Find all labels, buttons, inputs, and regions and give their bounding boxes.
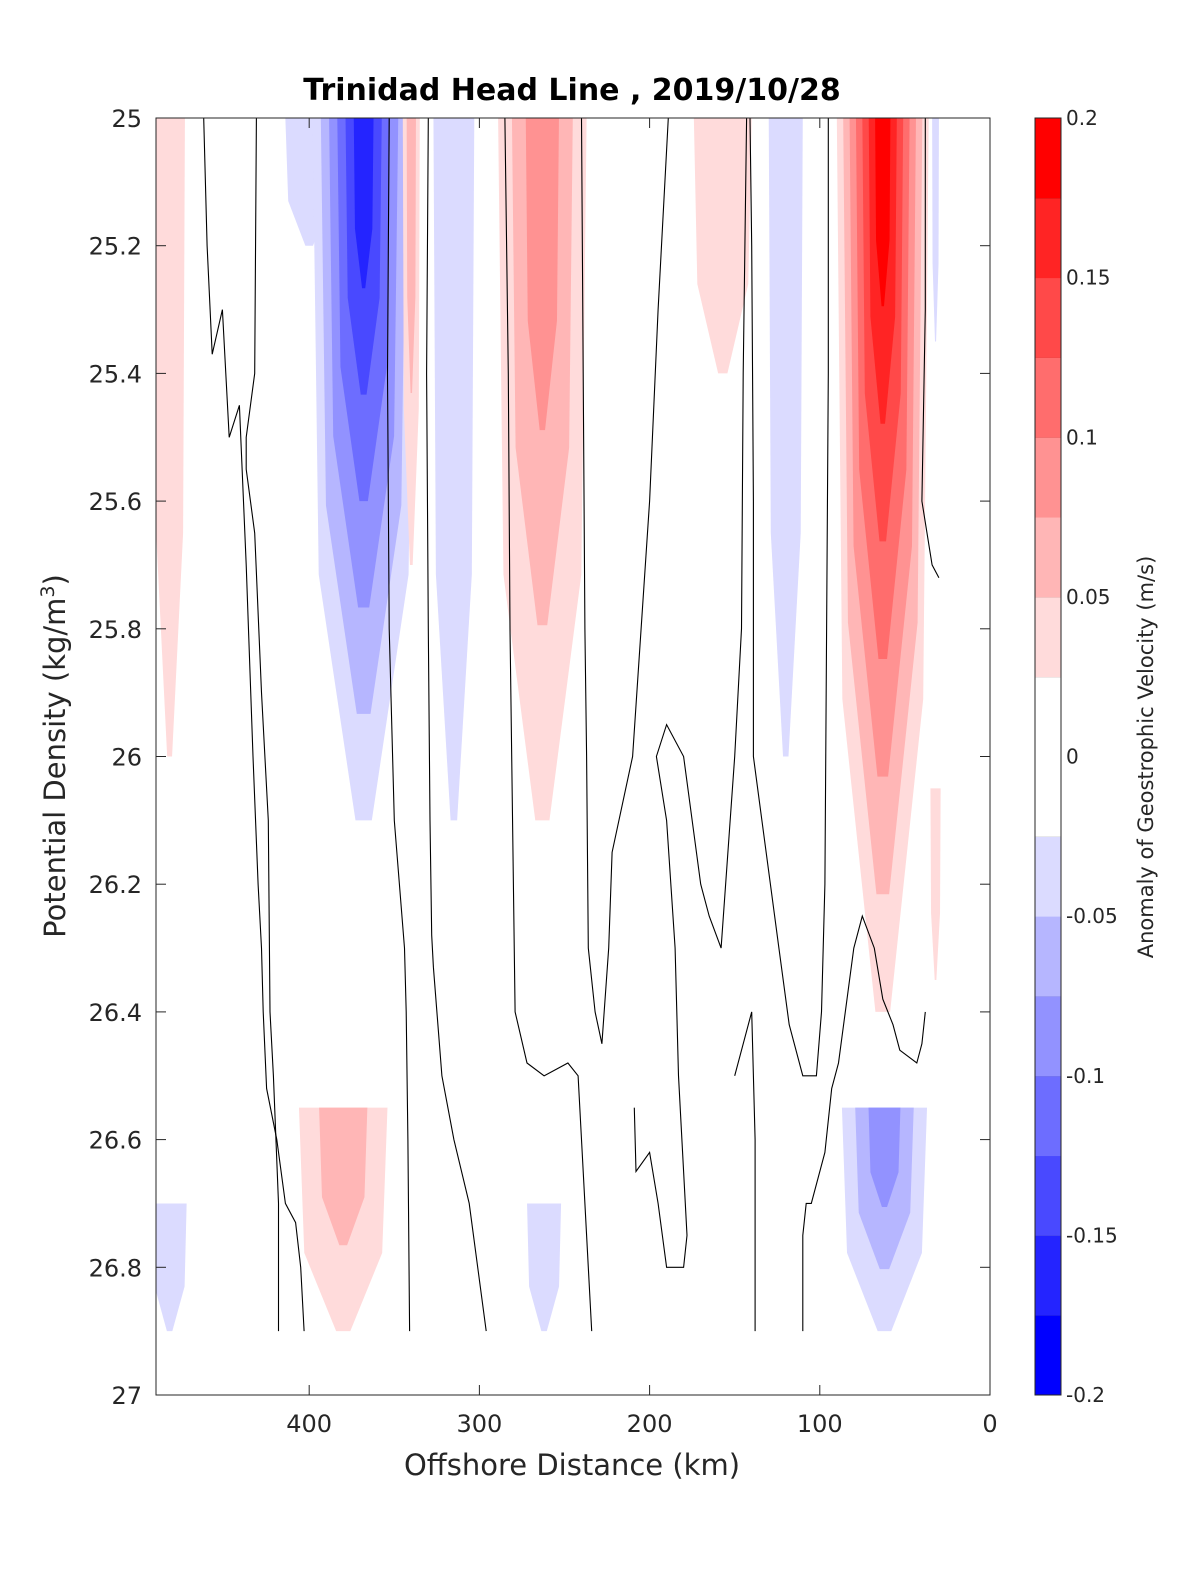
colorbar-swatch bbox=[1035, 1155, 1061, 1236]
colorbar-swatch bbox=[1035, 995, 1061, 1077]
y-tick-label: 25.2 bbox=[89, 233, 142, 261]
positive-patch-160km-level-9 bbox=[693, 118, 752, 374]
colorbar-swatch bbox=[1035, 517, 1061, 598]
colorbar-swatch bbox=[1035, 756, 1061, 837]
colorbar-frame bbox=[1034, 117, 1062, 1396]
anomaly-offshore-positive-band bbox=[156, 118, 185, 757]
colorbar-tick-label: -0.15 bbox=[1066, 1223, 1118, 1247]
y-tick-label: 26.6 bbox=[89, 1127, 142, 1155]
anomaly-strong-northward-jet bbox=[836, 118, 929, 1012]
y-axis-label-main: Potential Density (kg/m bbox=[38, 598, 72, 938]
anomaly-deep-negative-patch-260km bbox=[527, 1203, 562, 1332]
colorbar-swatch bbox=[1035, 916, 1061, 997]
colorbar-tick-label: -0.1 bbox=[1066, 1064, 1105, 1088]
colorbar-swatch bbox=[1035, 1315, 1061, 1396]
anomaly-narrow-negative-filament bbox=[433, 118, 475, 821]
anomaly-deep-negative-patch-west bbox=[156, 1203, 187, 1332]
colorbar-tick-label: 0.15 bbox=[1066, 266, 1111, 290]
positive-jet-260km-level-11 bbox=[525, 118, 559, 431]
anomaly-coastal-negative-sliver bbox=[932, 118, 939, 342]
colorbar-swatch bbox=[1035, 836, 1061, 917]
negative-band-120km-level-6 bbox=[768, 118, 803, 757]
y-tick-label: 26.2 bbox=[89, 871, 142, 899]
x-tick-label: 300 bbox=[456, 1410, 502, 1438]
coastal-negative-sliver-level-6 bbox=[932, 118, 939, 342]
x-axis: 400 300 200 100 0 bbox=[286, 118, 998, 1438]
coastal-positive-sliver-level-9 bbox=[930, 788, 941, 980]
y-tick-label: 26.8 bbox=[89, 1254, 142, 1282]
anomaly-positive-jet-260km bbox=[498, 118, 587, 821]
y-axis: 25 25.2 25.4 25.6 25.8 26 26.2 26.4 26.6 26.8 27 bbox=[89, 105, 990, 1410]
colorbar-tick-label: 0.05 bbox=[1066, 585, 1111, 609]
strong-northward-jet-level-15 bbox=[875, 118, 891, 307]
y-tick-label: 25 bbox=[111, 105, 142, 133]
x-tick-label: 100 bbox=[797, 1410, 843, 1438]
y-axis-label-sup: 3 bbox=[37, 585, 59, 597]
zero-contour-3 bbox=[426, 118, 487, 1332]
colorbar-swatch bbox=[1035, 1075, 1061, 1157]
deep-positive-patch-370km-level-10 bbox=[319, 1107, 368, 1246]
deep-negative-patch-260km-level-6 bbox=[527, 1203, 562, 1332]
colorbar-swatch bbox=[1035, 437, 1061, 518]
colorbar: -0.2 -0.15 -0.1 -0.05 0 0.05 0.1 0.15 0.2 bbox=[1034, 106, 1118, 1407]
y-axis-label-close: ) bbox=[38, 574, 72, 585]
anomaly-deep-positive-patch-370km bbox=[298, 1107, 388, 1332]
x-tick-label: 200 bbox=[627, 1410, 673, 1438]
anomaly-negative-band-120km bbox=[768, 118, 803, 757]
zero-contour-1 bbox=[245, 118, 280, 1332]
anomaly-fill bbox=[156, 118, 941, 1332]
y-tick-label: 25.4 bbox=[89, 360, 142, 388]
anomaly-deep-negative-patch-60km bbox=[841, 1107, 928, 1332]
zero-contour-9 bbox=[802, 914, 926, 1332]
anomaly-strong-southward-jet bbox=[312, 118, 415, 821]
colorbar-label: Anomaly of Geostrophic Velocity (m/s) bbox=[1134, 556, 1158, 959]
zero-contour-10 bbox=[921, 118, 940, 578]
zero-contour-5 bbox=[580, 118, 669, 1044]
narrow-positive-filament-level-10 bbox=[406, 118, 416, 394]
colorbar-swatch bbox=[1035, 357, 1061, 438]
offshore-positive-band-level-9 bbox=[156, 118, 185, 757]
strong-southward-jet-level-1 bbox=[353, 118, 374, 289]
y-tick-label: 26.4 bbox=[89, 999, 142, 1027]
colorbar-swatch bbox=[1035, 118, 1061, 199]
colorbar-swatch bbox=[1035, 277, 1061, 358]
deep-negative-patch-60km-level-4 bbox=[868, 1107, 901, 1207]
colorbar-tick-label: 0.1 bbox=[1066, 425, 1098, 449]
y-tick-label: 26 bbox=[111, 744, 142, 772]
y-tick-label: 27 bbox=[111, 1382, 142, 1410]
x-tick-label: 0 bbox=[982, 1410, 997, 1438]
chart-title: Trinidad Head Line , 2019/10/28 bbox=[303, 73, 840, 108]
colorbar-swatch bbox=[1035, 197, 1061, 279]
x-axis-label: Offshore Distance (km) bbox=[404, 1448, 740, 1482]
colorbar-swatch bbox=[1035, 1235, 1061, 1316]
zero-contour-2 bbox=[386, 118, 411, 1332]
zero-contour-8 bbox=[734, 1011, 756, 1332]
colorbar-tick-label: 0 bbox=[1066, 745, 1079, 769]
anomaly-positive-patch-160km bbox=[693, 118, 752, 374]
zero-contour-0 bbox=[203, 118, 305, 1332]
anomaly-coastal-positive-sliver bbox=[930, 788, 941, 980]
x-tick-label: 400 bbox=[286, 1410, 332, 1438]
y-tick-label: 25.8 bbox=[89, 616, 142, 644]
deep-negative-patch-west-level-6 bbox=[156, 1203, 187, 1332]
colorbar-swatch bbox=[1035, 676, 1061, 757]
zero-contours bbox=[203, 118, 940, 1332]
anomaly-narrow-positive-filament bbox=[402, 118, 420, 565]
colorbar-swatch bbox=[1035, 596, 1061, 678]
zero-contour-7 bbox=[749, 118, 829, 1077]
zero-contour-4 bbox=[504, 118, 593, 1332]
colorbar-tick-label: -0.2 bbox=[1066, 1383, 1105, 1407]
zero-contour-6 bbox=[633, 118, 748, 1268]
colorbar-tick-label: -0.05 bbox=[1066, 904, 1118, 928]
colorbar-tick-label: 0.2 bbox=[1066, 106, 1098, 130]
y-tick-label: 25.6 bbox=[89, 488, 142, 516]
y-axis-label: Potential Density (kg/m3) bbox=[37, 574, 72, 938]
narrow-negative-filament-level-6 bbox=[433, 118, 475, 821]
